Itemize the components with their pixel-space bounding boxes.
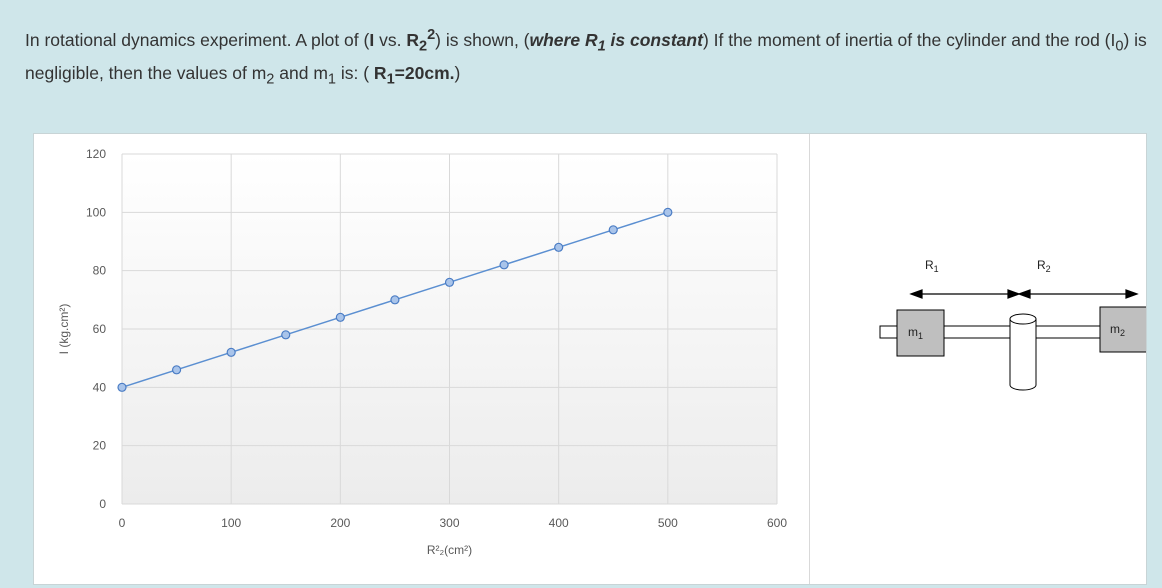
- figure-panel: 0 20 40 60 80 100 120 0 100 200 300 400 500 600 R²₂(…: [33, 133, 1147, 585]
- x-tick-labels: 0 100 200 300 400 500 600: [119, 516, 788, 530]
- data-point: [554, 242, 564, 252]
- y-tick-label: 20: [93, 439, 107, 453]
- mass-m2: [1099, 306, 1146, 353]
- line-chart: 0 20 40 60 80 100 120 0 100 200 300 400 500 600 R²₂(…: [57, 147, 788, 557]
- r2-arrow: [1017, 289, 1139, 299]
- gridlines: [121, 153, 778, 505]
- apparatus-diagram: R1 R2 m1 m2: [879, 258, 1146, 391]
- label-m1: m1: [908, 325, 923, 341]
- data-point: [171, 365, 182, 375]
- x-tick-label: 500: [658, 516, 678, 530]
- mass-m1: [896, 309, 945, 357]
- y-tick-label: 120: [86, 147, 106, 161]
- x-tick-label: 100: [221, 516, 241, 530]
- x-tick-label: 0: [119, 516, 126, 530]
- label-m2: m2: [1110, 322, 1125, 338]
- x-tick-label: 200: [330, 516, 350, 530]
- question-text: In rotational dynamics experiment. A plo…: [25, 27, 1147, 88]
- r1-arrow: [909, 289, 1021, 299]
- data-point: [281, 330, 291, 340]
- data-point: [499, 260, 509, 270]
- x-tick-label: 600: [767, 516, 787, 530]
- data-point: [444, 277, 455, 287]
- cylinder: [1009, 313, 1037, 391]
- y-tick-label: 80: [93, 264, 107, 278]
- label-r2: R2: [1037, 258, 1051, 274]
- y-tick-labels: 0 20 40 60 80 100 120: [86, 147, 106, 511]
- panel-divider: [809, 134, 810, 584]
- x-axis-label: R²₂(cm²): [427, 543, 472, 557]
- series-markers: [117, 207, 673, 392]
- data-point: [117, 382, 127, 392]
- data-point: [608, 225, 618, 235]
- y-tick-label: 60: [93, 322, 107, 336]
- y-tick-label: 100: [86, 205, 106, 219]
- data-point: [226, 347, 236, 357]
- data-point: [663, 207, 673, 217]
- y-tick-label: 0: [99, 497, 106, 511]
- y-tick-label: 40: [93, 380, 107, 394]
- label-r1: R1: [925, 258, 939, 274]
- x-tick-label: 300: [439, 516, 459, 530]
- y-axis-label: I (kg.cm²): [57, 304, 71, 355]
- data-point: [335, 312, 345, 322]
- x-tick-label: 400: [549, 516, 569, 530]
- data-point: [390, 295, 400, 305]
